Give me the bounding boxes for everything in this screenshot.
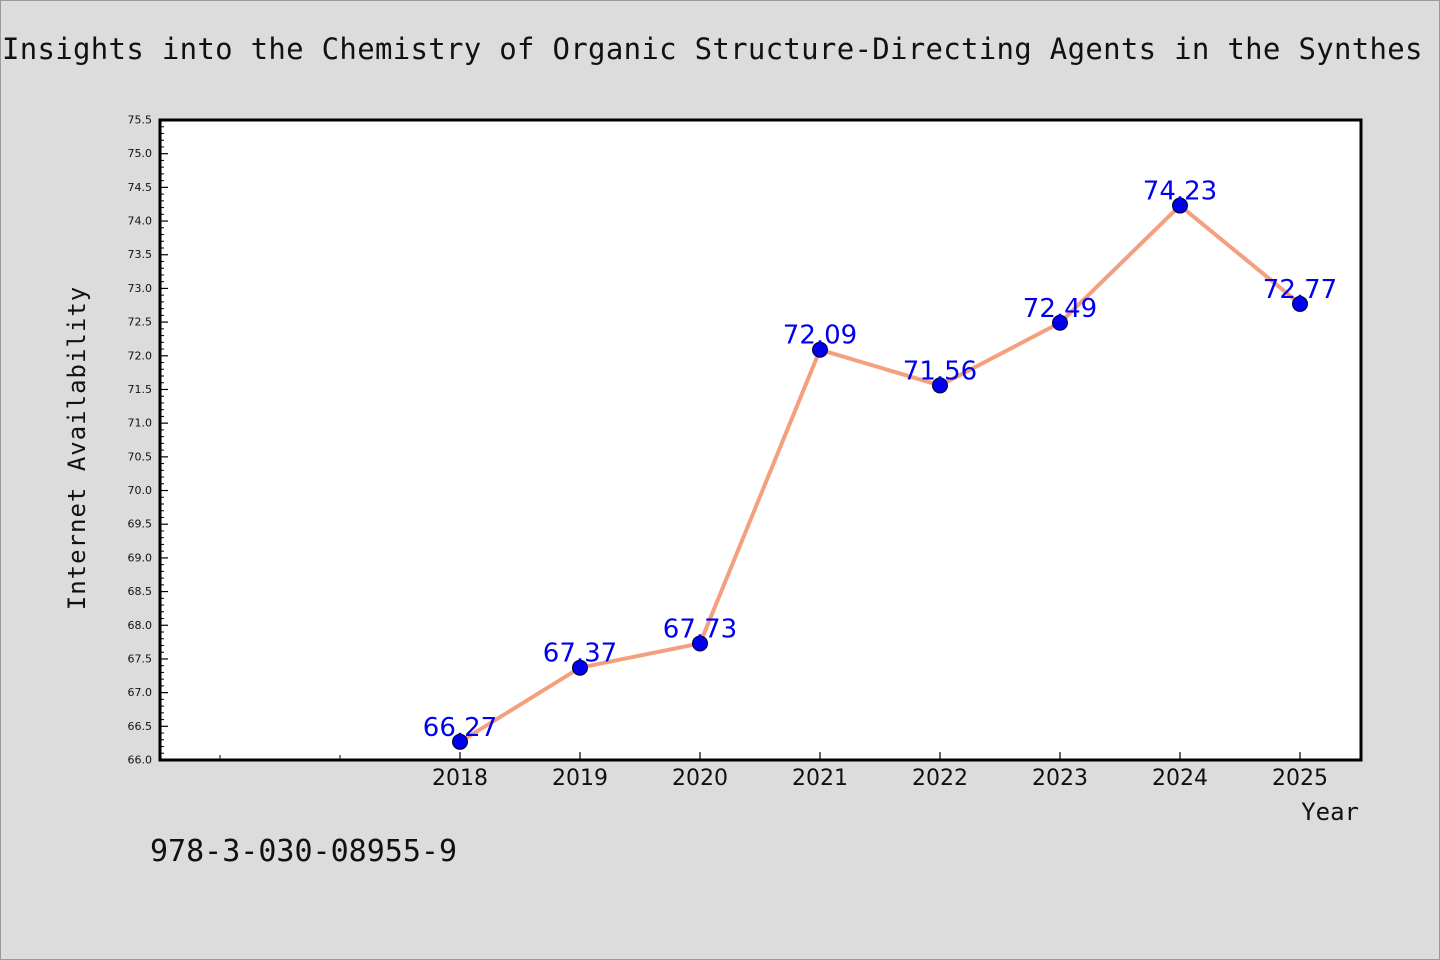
x-tick-label: 2020 [672,766,728,791]
y-tick-label: 67.5 [128,652,153,665]
data-label: 72.49 [1023,294,1097,324]
data-point [1172,197,1188,214]
x-tick-label: 2021 [792,766,848,791]
y-tick-label: 73.5 [128,248,153,261]
data-point [1292,295,1308,312]
data-point [692,635,708,652]
y-tick-label: 68.5 [128,585,153,598]
y-tick-label: 71.5 [128,383,153,396]
data-point [812,341,828,358]
plot-area [160,120,1361,760]
y-tick-label: 66.5 [128,720,153,733]
y-tick-label: 68.0 [128,619,153,632]
x-axis: 2018 2019 2020 2021 2022 2023 2024 2025 [219,752,1328,791]
x-tick-label: 2024 [1152,766,1208,791]
y-tick-label: 69.0 [128,551,153,564]
y-tick-label: 69.5 [128,518,153,531]
series-line [458,203,1302,744]
y-tick-label: 74.5 [128,181,153,194]
y-tick-label: 74.0 [128,215,153,228]
y-axis-title: Internet Availability [63,286,91,610]
chart-title: Insights into the Chemistry of Organic S… [2,32,1423,66]
y-tick-label: 72.0 [128,349,153,362]
y-tick-label: 75.0 [128,147,153,160]
y-axis: 66.0 66.5 67.0 67.5 68.0 68.5 69.0 69.5 70.0 70.5… [128,114,168,767]
data-labels: 66.27 67.37 67.73 72.09 71.56 72.49 74.23 72.77 [423,177,1337,743]
data-label: 67.37 [543,639,617,669]
y-tick-label: 71.0 [128,417,153,430]
data-label: 72.09 [783,321,857,351]
data-label: 67.73 [663,614,737,644]
x-tick-label: 2023 [1032,766,1088,791]
y-tick-label: 67.0 [128,686,153,699]
x-tick-label: 2025 [1272,766,1328,791]
x-tick-label: 2022 [912,766,968,791]
x-axis-title: Year [1301,798,1359,826]
data-point [572,659,588,676]
x-tick-label: 2018 [432,766,488,791]
data-label: 66.27 [423,713,497,743]
data-point [932,377,948,394]
y-tick-label: 70.5 [128,450,153,463]
plot-border [158,118,1363,762]
y-tick-label: 70.0 [128,484,153,497]
x-tick-label: 2019 [552,766,608,791]
data-label: 72.77 [1263,275,1337,305]
data-label: 71.56 [903,356,977,386]
series-internet-availability [452,197,1308,750]
data-point [1052,314,1068,331]
data-point [452,733,468,750]
y-tick-label: 72.5 [128,316,153,329]
y-tick-label: 75.5 [128,114,153,127]
isbn-label: 978-3-030-08955-9 [150,834,458,869]
data-label: 74.23 [1143,177,1217,207]
y-tick-label: 66.0 [128,754,153,767]
y-tick-label: 73.0 [128,282,153,295]
